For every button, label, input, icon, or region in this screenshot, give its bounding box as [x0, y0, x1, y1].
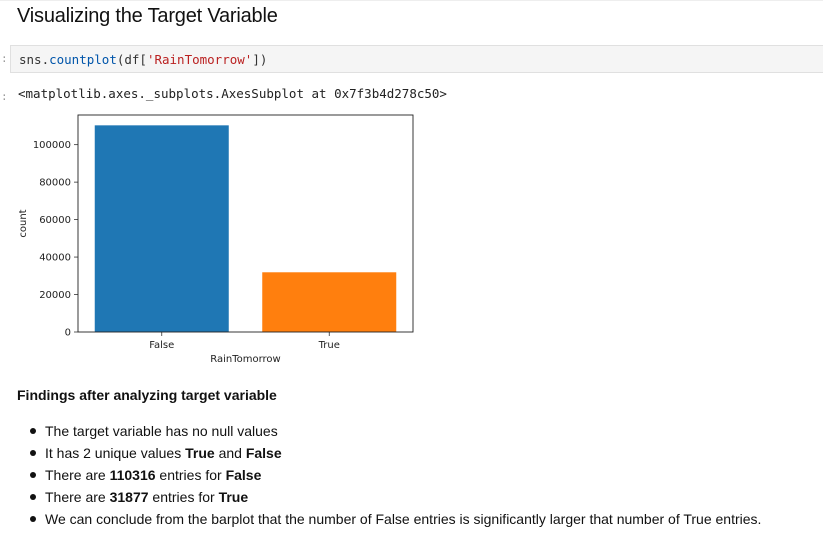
code-function: countplot: [49, 52, 117, 67]
findings-list: The target variable has no null values I…: [17, 422, 761, 532]
x-tick-label: False: [149, 340, 174, 351]
y-tick-label: 80000: [39, 178, 71, 189]
code-cell-prompt: :: [1, 52, 8, 65]
bar-false: [94, 125, 229, 332]
findings-heading: Findings after analyzing target variable: [17, 387, 277, 403]
list-item: We can conclude from the barplot that th…: [17, 510, 761, 532]
code-open: (df[: [116, 52, 147, 67]
x-tick-label: True: [318, 340, 340, 351]
y-axis-label: count: [18, 209, 29, 237]
countplot-chart: False True 0 20000 40000 60000 80000 100000 Rain…: [18, 114, 414, 365]
code-line[interactable]: sns.countplot(df['RainTomorrow']): [19, 52, 267, 67]
y-tick-label: 100000: [33, 140, 71, 151]
y-tick-label: 20000: [39, 290, 71, 301]
output-prompt: :: [1, 90, 8, 103]
list-item: There are 31877 entries for True: [17, 488, 761, 510]
y-tick-label: 40000: [39, 253, 71, 264]
code-module: sns.: [19, 52, 50, 67]
code-close: ]): [252, 52, 268, 67]
list-item: It has 2 unique values True and False: [17, 444, 761, 466]
code-string: 'RainTomorrow': [146, 52, 253, 67]
plot-frame: [77, 114, 414, 333]
code-cell[interactable]: sns.countplot(df['RainTomorrow']): [10, 45, 823, 73]
y-tick-label: 0: [65, 328, 71, 339]
y-tick-label: 60000: [39, 215, 71, 226]
list-item: The target variable has no null values: [17, 422, 761, 444]
bar-true: [262, 272, 397, 332]
list-item: There are 110316 entries for False: [17, 466, 761, 488]
output-repr: <matplotlib.axes._subplots.AxesSubplot a…: [18, 86, 447, 101]
header-divider: [0, 0, 823, 1]
x-axis-label: RainTomorrow: [210, 354, 280, 365]
section-title: Visualizing the Target Variable: [17, 5, 278, 27]
